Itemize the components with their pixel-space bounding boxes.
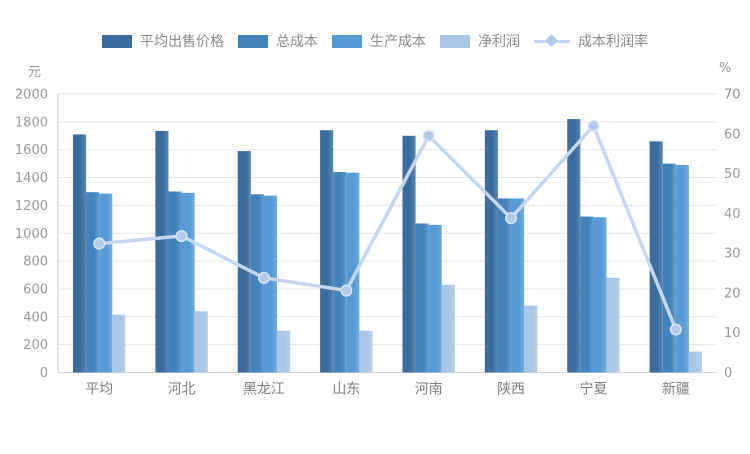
right-axis-unit-label: % xyxy=(719,61,732,76)
bar-segment xyxy=(662,163,676,373)
right-axis-tick-label: 40 xyxy=(724,207,741,222)
bar-segment xyxy=(181,192,195,373)
line-point xyxy=(175,229,188,243)
left-axis-tick-label: 400 xyxy=(23,310,48,325)
bar-segment xyxy=(277,330,291,373)
left-axis-tick-label: 1800 xyxy=(15,115,48,130)
line-point xyxy=(669,323,682,336)
right-axis-tick-label: 30 xyxy=(724,247,741,262)
bar-segment xyxy=(428,224,442,373)
bar-segment xyxy=(580,216,594,373)
bar-segment xyxy=(86,192,100,373)
bar-segment xyxy=(250,194,264,373)
legend-swatch-icon xyxy=(332,34,362,48)
chart-legend: 平均出售价格 总成本 生产成本 净利润 成本利润率 xyxy=(0,31,750,51)
legend-label: 总成本 xyxy=(276,34,318,50)
left-axis-tick-label: 800 xyxy=(23,255,48,270)
right-axis-tick-label: 20 xyxy=(724,286,741,301)
legend-label: 净利润 xyxy=(478,34,520,50)
bar-segment xyxy=(168,191,182,373)
bar-segment xyxy=(511,198,525,373)
legend-item-bar-0[interactable]: 平均出售价格 xyxy=(102,31,224,51)
bar-segment xyxy=(155,130,169,373)
category-label: 宁夏 xyxy=(579,381,607,398)
left-axis-unit-label: 元 xyxy=(28,65,42,80)
line-point xyxy=(422,129,435,142)
bar-segment xyxy=(497,198,512,373)
bar-segment xyxy=(593,217,607,373)
left-axis-tick-label: 1400 xyxy=(15,171,48,186)
legend-item-bar-3[interactable]: 净利润 xyxy=(440,31,520,51)
left-axis-tick-label: 600 xyxy=(23,282,48,297)
bar-segment xyxy=(484,130,498,373)
bar-segment xyxy=(567,119,581,373)
bar-segment xyxy=(688,351,703,373)
category-label: 河北 xyxy=(168,382,196,398)
bar-segment xyxy=(675,165,689,373)
category-label: 新疆 xyxy=(662,382,690,398)
line-point xyxy=(505,212,518,225)
bar-segment xyxy=(359,330,373,373)
legend-label: 生产成本 xyxy=(370,34,426,50)
bar-segment xyxy=(237,151,251,373)
bar-segment xyxy=(346,172,360,373)
bar-segment xyxy=(263,195,278,373)
bar-segment xyxy=(606,277,620,373)
legend-item-bar-1[interactable]: 总成本 xyxy=(238,31,318,51)
bar-segment xyxy=(194,311,208,373)
legend-line-marker-icon xyxy=(534,34,570,48)
legend-label: 平均出售价格 xyxy=(140,34,224,50)
bar-segment xyxy=(415,223,429,373)
left-axis-tick-label: 1600 xyxy=(15,143,48,158)
left-axis-tick-label: 2000 xyxy=(15,88,48,103)
right-axis-tick-label: 10 xyxy=(724,326,741,341)
rate-line xyxy=(97,124,678,332)
category-label: 山东 xyxy=(332,382,360,398)
bar-segment xyxy=(320,130,334,373)
line-point xyxy=(93,237,106,250)
bar-segment xyxy=(524,305,538,373)
legend-swatch-icon xyxy=(238,34,268,48)
bar-segment xyxy=(112,314,126,373)
category-label: 黑龙江 xyxy=(243,382,285,398)
bar-segment xyxy=(649,141,663,373)
legend-label: 成本利润率 xyxy=(578,34,648,50)
category-label: 平均 xyxy=(85,382,113,398)
category-label: 河南 xyxy=(415,382,443,398)
category-label: 陕西 xyxy=(497,382,525,398)
left-axis-tick-label: 200 xyxy=(23,338,48,353)
right-axis-tick-label: 70 xyxy=(724,88,741,103)
bar-segment xyxy=(402,135,416,373)
legend-swatch-icon xyxy=(102,34,132,48)
legend-item-bar-2[interactable]: 生产成本 xyxy=(332,31,426,51)
right-axis-tick-label: 0 xyxy=(724,366,732,381)
bar-segment xyxy=(333,171,347,373)
bar-segment xyxy=(99,193,113,373)
left-axis-tick-label: 0 xyxy=(40,366,48,381)
line-point xyxy=(587,119,600,132)
line-point xyxy=(257,271,270,284)
line-point xyxy=(340,284,353,297)
bar-segment xyxy=(72,134,87,373)
bar-segment xyxy=(441,284,455,373)
left-axis-tick-label: 1200 xyxy=(15,199,48,214)
right-axis-tick-label: 60 xyxy=(724,127,741,142)
left-axis-tick-label: 1000 xyxy=(15,227,48,242)
legend-item-line[interactable]: 成本利润率 xyxy=(534,31,648,51)
legend-swatch-icon xyxy=(440,34,470,48)
right-axis-tick-label: 50 xyxy=(724,167,741,182)
